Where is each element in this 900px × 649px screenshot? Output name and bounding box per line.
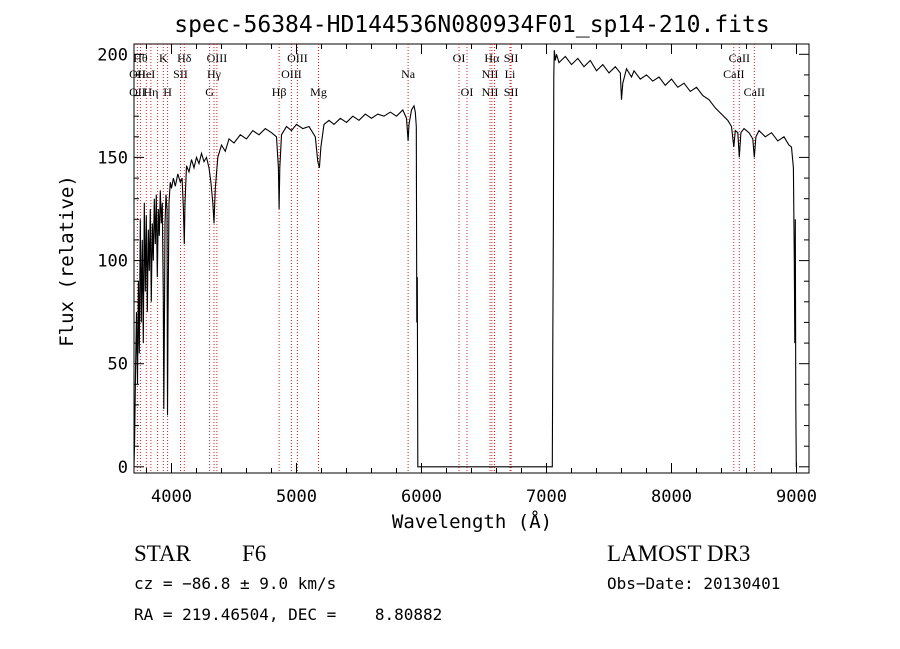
- x-tick-label: 9000: [776, 487, 817, 507]
- emission-line-label: NII: [482, 67, 499, 81]
- x-tick-label: 7000: [526, 487, 567, 507]
- y-tick-label: 200: [97, 45, 128, 65]
- emission-line-label: H: [163, 85, 172, 99]
- y-tick-label: 0: [118, 458, 128, 478]
- emission-line-label: OIII: [207, 51, 228, 65]
- emission-line-label: CaII: [744, 85, 765, 99]
- redshift-cz: cz = −86.8 ± 9.0 km/s: [134, 574, 336, 593]
- emission-line-labels: OIIOIIHθHeIHηKHSIIHδGHγOIIIHβOIIIOIIIMgN…: [129, 51, 765, 99]
- emission-line-label: Hγ: [207, 67, 222, 81]
- emission-line-label: OI: [453, 51, 466, 65]
- emission-line-label: Mg: [310, 85, 327, 99]
- emission-line-label: Hδ: [177, 51, 192, 65]
- chart-title: spec-56384-HD144536N080934F01_sp14-210.f…: [174, 12, 769, 38]
- emission-line-label: Hη: [143, 85, 158, 99]
- emission-line-label: OII: [129, 85, 146, 99]
- x-axis-ticks: 4000 5000 6000 7000 8000 9000: [146, 44, 817, 507]
- spectrum-line: [133, 50, 797, 468]
- emission-line-label: CaII: [729, 51, 750, 65]
- emission-line-label: Hα: [484, 51, 500, 65]
- emission-line-label: K: [159, 51, 168, 65]
- emission-line-label: HeI: [137, 67, 155, 81]
- emission-line-label: G: [205, 85, 214, 99]
- y-axis-ticks: 0 50 100 150 200: [97, 45, 809, 478]
- emission-line-label: CaII: [723, 67, 744, 81]
- y-tick-label: 100: [97, 252, 128, 272]
- y-axis-label: Flux (relative): [56, 175, 78, 347]
- emission-line-markers: [136, 44, 755, 473]
- emission-line-label: SII: [504, 85, 519, 99]
- emission-line-label: Hθ: [133, 51, 148, 65]
- emission-line-label: SII: [173, 67, 188, 81]
- x-axis-label: Wavelength (Å): [392, 510, 552, 533]
- x-tick-label: 8000: [651, 487, 692, 507]
- plot-frame: [133, 43, 810, 474]
- emission-line-label: OIII: [287, 51, 308, 65]
- emission-line-label: NII: [482, 85, 499, 99]
- x-tick-label: 6000: [401, 487, 442, 507]
- y-tick-label: 50: [108, 355, 128, 375]
- survey-name: LAMOST DR3: [607, 541, 750, 566]
- x-tick-label: 5000: [276, 487, 317, 507]
- emission-line-label: OIII: [281, 67, 302, 81]
- y-tick-label: 150: [97, 148, 128, 168]
- spectrum-series: [133, 50, 797, 468]
- object-subclass: F6: [242, 541, 266, 566]
- emission-line-label: Na: [401, 67, 416, 81]
- emission-line-label: OI: [461, 85, 474, 99]
- emission-line-label: SII: [504, 51, 519, 65]
- emission-line-label: OII: [129, 67, 146, 81]
- ra-dec-coordinates: RA = 219.46504, DEC = 8.80882: [134, 605, 442, 624]
- emission-line-label: Li: [505, 67, 516, 81]
- observation-date: Obs−Date: 20130401: [607, 574, 780, 593]
- x-tick-label: 4000: [151, 487, 192, 507]
- emission-line-label: Hβ: [272, 85, 287, 99]
- object-class: STAR: [134, 541, 192, 566]
